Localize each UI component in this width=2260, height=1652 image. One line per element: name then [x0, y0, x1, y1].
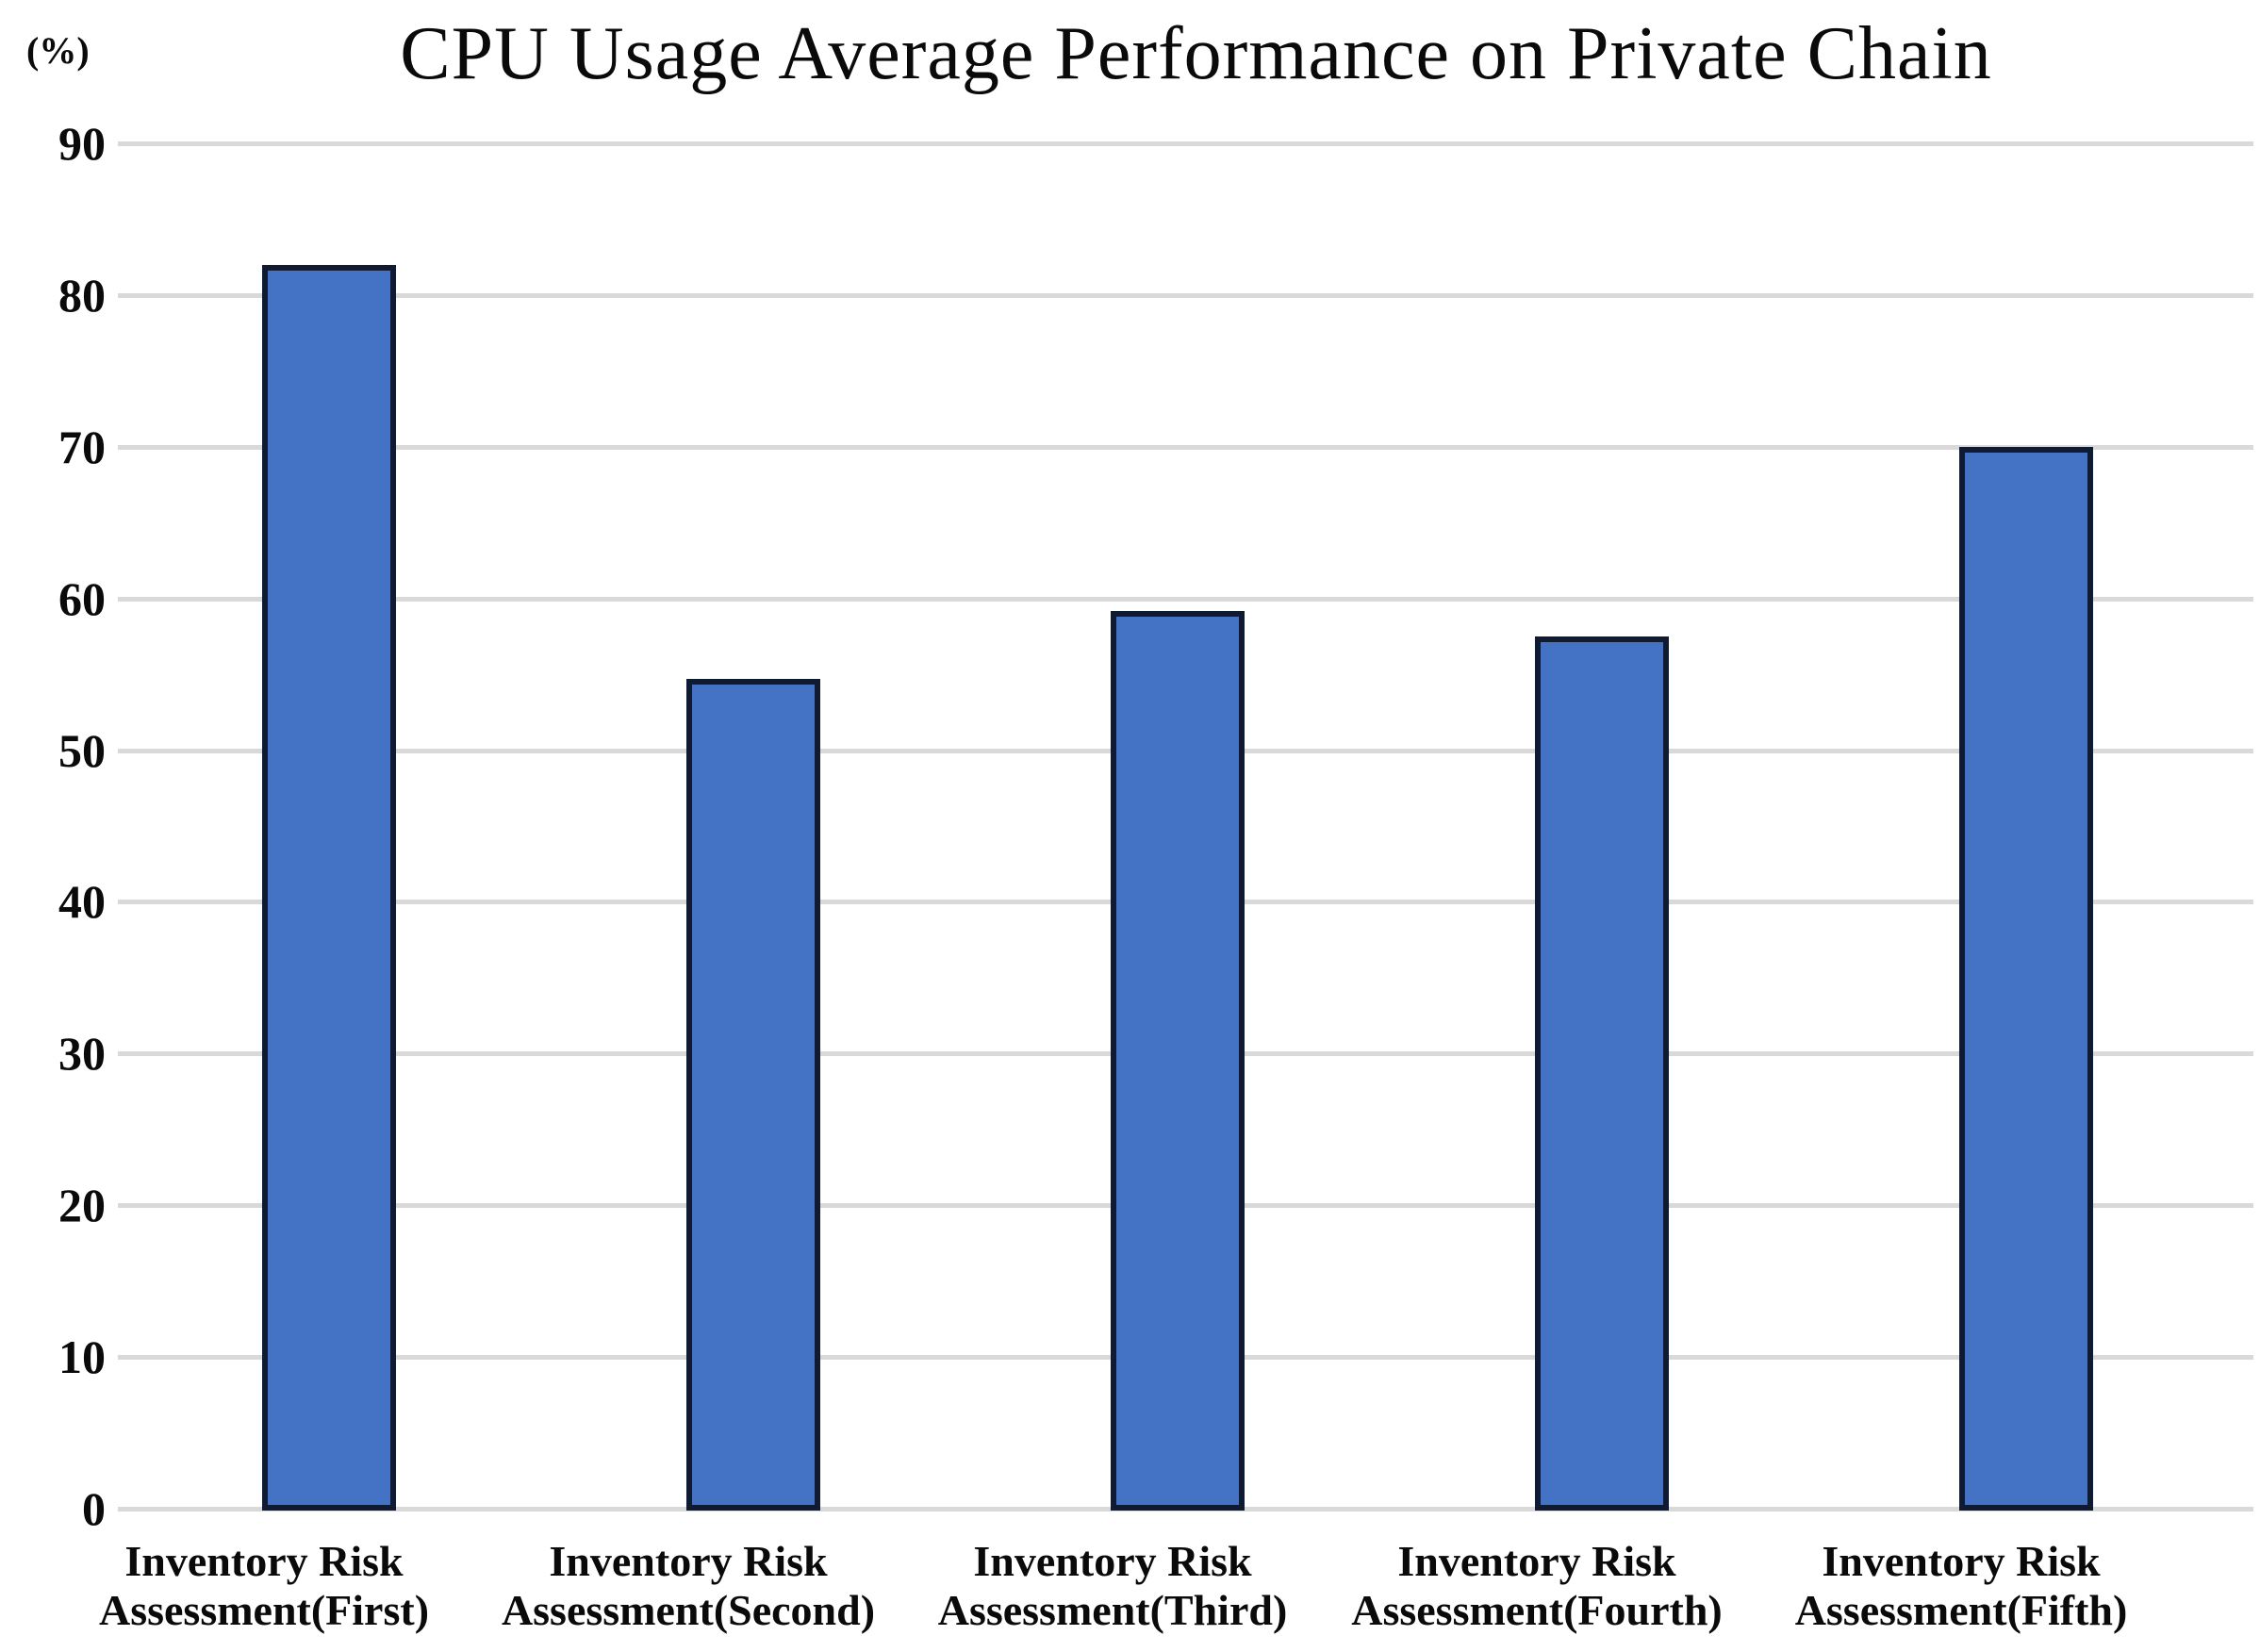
bar-5-inventory-risk-assessment-fifth- — [1959, 446, 2093, 1511]
x-category-label-3: Inventory Risk Assessment(Third) — [849, 1537, 1377, 1635]
y-tick-label-80: 80 — [58, 268, 106, 322]
gridline-y-90 — [118, 141, 2253, 146]
y-tick-label-50: 50 — [58, 723, 106, 777]
y-tick-label-0: 0 — [82, 1482, 106, 1535]
x-category-label-4-line1: Inventory Risk — [1397, 1537, 1676, 1585]
x-category-label-1: Inventory Risk Assessment(First) — [0, 1537, 528, 1635]
bar-1-inventory-risk-assessment-first- — [262, 264, 396, 1511]
x-category-label-5-line2: Assessment(Fifth) — [1794, 1586, 2128, 1634]
y-tick-label-20: 20 — [58, 1179, 106, 1232]
chart-title: CPU Usage Average Performance on Private… — [400, 12, 1992, 95]
y-tick-label-90: 90 — [58, 117, 106, 170]
y-tick-label-10: 10 — [58, 1330, 106, 1384]
x-category-label-5: Inventory Risk Assessment(Fifth) — [1697, 1537, 2225, 1635]
x-category-label-4-line2: Assessment(Fourth) — [1351, 1586, 1723, 1634]
y-tick-label-70: 70 — [58, 420, 106, 473]
y-axis-unit-label: (%) — [26, 29, 90, 72]
x-category-label-2-line2: Assessment(Second) — [501, 1586, 876, 1634]
bar-3-inventory-risk-assessment-third- — [1111, 610, 1245, 1511]
y-tick-label-30: 30 — [58, 1027, 106, 1081]
x-category-label-3-line1: Inventory Risk — [973, 1537, 1252, 1585]
x-category-label-1-line1: Inventory Risk — [124, 1537, 404, 1585]
x-category-label-2-line1: Inventory Risk — [549, 1537, 828, 1585]
x-category-label-1-line2: Assessment(First) — [98, 1586, 430, 1634]
x-category-label-3-line2: Assessment(Third) — [937, 1586, 1288, 1634]
gridline-y-60 — [118, 596, 2253, 602]
gridline-y-70 — [118, 444, 2253, 450]
y-tick-label-40: 40 — [58, 875, 106, 929]
gridline-y-80 — [118, 292, 2253, 298]
y-tick-label-60: 60 — [58, 571, 106, 625]
x-category-label-2: Inventory Risk Assessment(Second) — [424, 1537, 952, 1635]
x-category-label-4: Inventory Risk Assessment(Fourth) — [1273, 1537, 1801, 1635]
bar-2-inventory-risk-assessment-second- — [686, 678, 820, 1511]
x-category-label-5-line1: Inventory Risk — [1822, 1537, 2101, 1585]
bar-4-inventory-risk-assessment-fourth- — [1535, 636, 1669, 1511]
